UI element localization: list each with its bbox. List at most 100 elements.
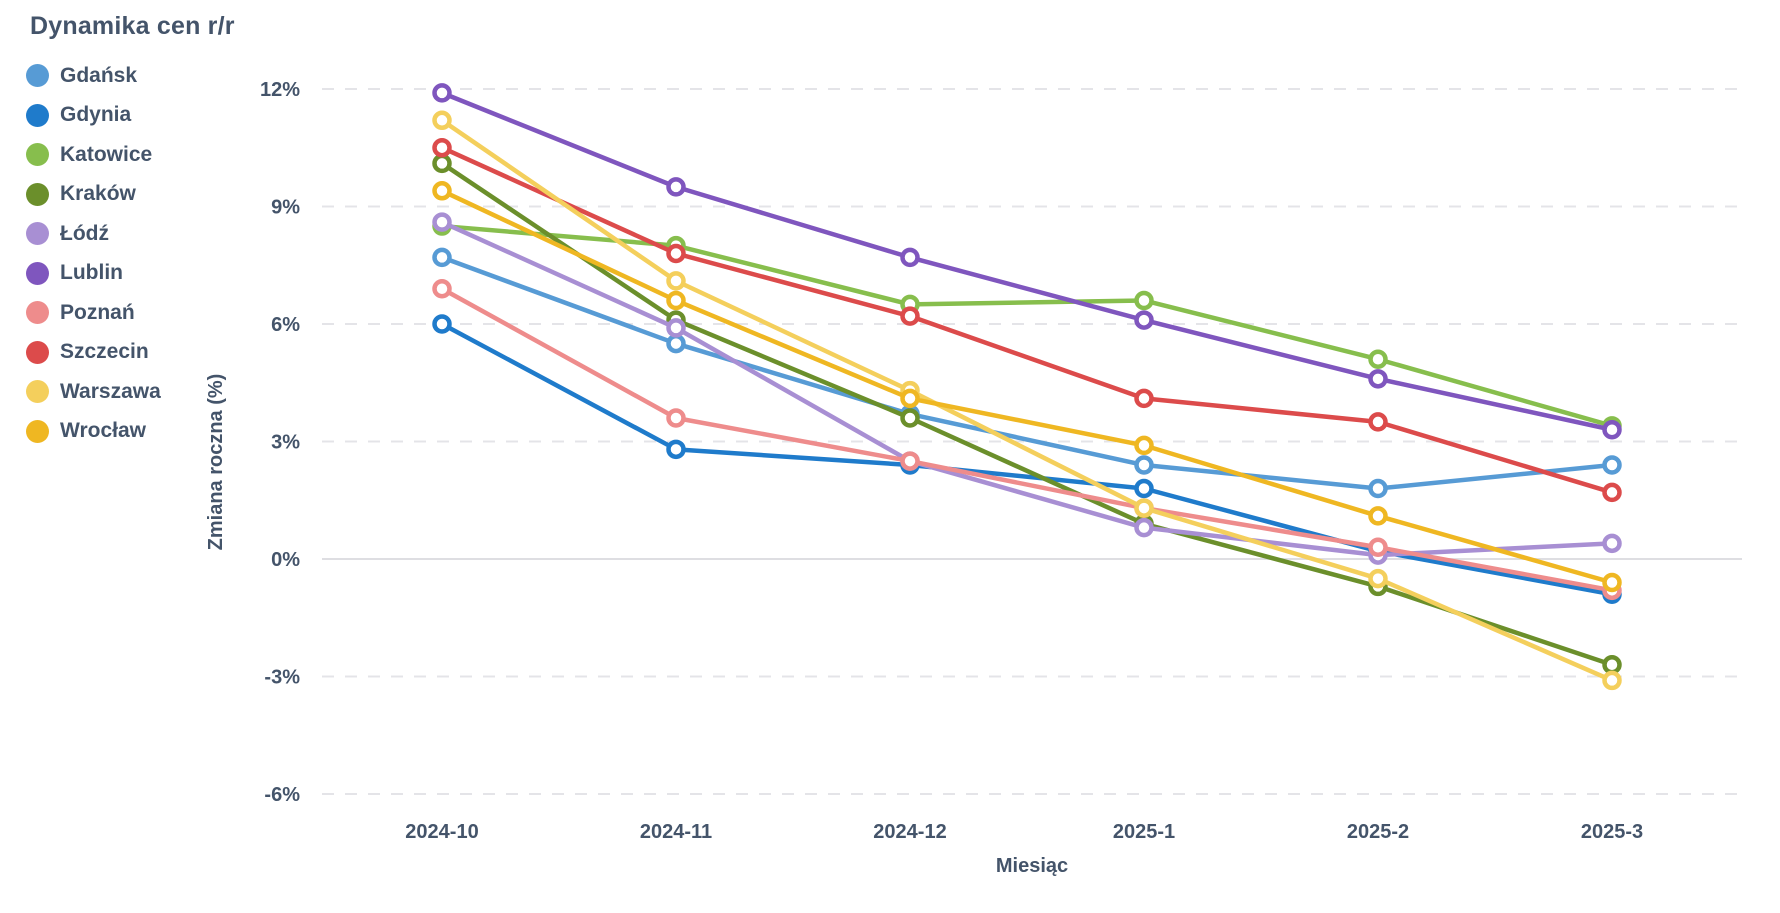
y-tick-label: 0%: [271, 549, 300, 571]
series-line-lublin: [439, 90, 1615, 432]
legend-label: Gdynia: [60, 103, 132, 127]
legend-dot-katowice: [26, 143, 49, 167]
legend-label: Poznań: [60, 300, 135, 324]
y-tick-label: 9%: [271, 196, 300, 218]
legend-label: Kraków: [60, 182, 136, 206]
data-point-lodz-2024-11: [666, 318, 686, 338]
legend-dot-wroclaw: [26, 419, 49, 443]
series-line-warszawa: [439, 118, 1615, 683]
legend-item-gdynia[interactable]: Gdynia: [26, 96, 161, 136]
chart-legend: Gdańsk Gdynia Katowice Kraków Łódź Lublin Pozn…: [26, 56, 161, 451]
series-line-poznan: [439, 286, 1615, 593]
data-point-warszawa-2024-11: [666, 271, 686, 291]
legend-item-warszawa[interactable]: Warszawa: [26, 372, 161, 412]
data-point-lublin-2025-2: [1368, 369, 1388, 389]
data-point-warszawa-2024-10: [432, 110, 452, 131]
series-line-katowice: [439, 223, 1615, 429]
legend-label: Lublin: [60, 261, 123, 285]
data-point-lublin-2024-12: [900, 247, 920, 268]
data-point-wroclaw-2024-12: [900, 388, 920, 409]
data-point-poznan-2025-2: [1368, 537, 1388, 557]
data-point-szczecin-2025-1: [1134, 388, 1154, 409]
x-axis-title: Miesiąc: [996, 855, 1068, 877]
legend-dot-poznan: [26, 301, 49, 325]
legend-dot-szczecin: [26, 340, 49, 364]
data-point-wroclaw-2025-1: [1134, 435, 1154, 456]
x-tick-label: 2025-2: [1347, 821, 1409, 843]
series-line-krakow: [439, 161, 1615, 668]
data-point-warszawa-2025-2: [1368, 568, 1388, 589]
legend-dot-warszawa: [26, 380, 49, 404]
data-point-krakow-2024-10: [432, 153, 452, 174]
y-tick-label: 6%: [271, 314, 300, 336]
series-line-gdynia: [439, 321, 1615, 597]
legend-label: Gdańsk: [60, 63, 138, 87]
legend-item-lublin[interactable]: Lublin: [26, 254, 161, 294]
data-point-szczecin-2025-2: [1368, 412, 1388, 432]
x-tick-label: 2024-11: [640, 821, 712, 843]
y-axis-title: Zmiana roczna (%): [205, 374, 227, 551]
legend-label: Szczecin: [60, 340, 149, 364]
legend-dot-krakow: [26, 182, 49, 206]
legend-item-poznan[interactable]: Poznań: [26, 293, 161, 333]
y-tick-label: -6%: [264, 784, 300, 806]
legend-dot-gdynia: [26, 103, 49, 127]
data-point-gdansk-2025-3: [1602, 455, 1622, 475]
data-point-gdansk-2024-11: [666, 333, 686, 354]
legend-item-gdansk[interactable]: Gdańsk: [26, 56, 161, 96]
data-point-szczecin-2024-10: [432, 137, 452, 158]
legend-dot-lublin: [26, 261, 49, 285]
legend-label: Wrocław: [60, 419, 146, 443]
x-tick-label: 2025-1: [1113, 821, 1175, 843]
data-point-poznan-2024-11: [666, 408, 686, 428]
data-point-gdynia-2024-11: [666, 439, 686, 460]
data-point-warszawa-2025-1: [1134, 498, 1154, 518]
data-point-wroclaw-2024-11: [666, 290, 686, 311]
data-point-gdynia-2024-10: [432, 314, 452, 334]
x-tick-label: 2024-10: [405, 821, 478, 843]
y-tick-label: -3%: [264, 667, 300, 689]
y-tick-label: 3%: [271, 431, 300, 453]
y-tick-label: 12%: [260, 79, 300, 101]
data-point-gdynia-2025-1: [1134, 478, 1154, 499]
x-tick-label: 2024-12: [873, 821, 946, 843]
data-point-szczecin-2025-3: [1602, 482, 1622, 503]
data-point-szczecin-2024-12: [900, 306, 920, 326]
data-point-wroclaw-2024-10: [432, 181, 452, 201]
data-point-poznan-2024-12: [900, 451, 920, 471]
data-point-krakow-2024-12: [900, 408, 920, 428]
data-point-lublin-2024-10: [432, 83, 452, 103]
data-point-gdansk-2025-1: [1134, 455, 1154, 475]
legend-label: Warszawa: [60, 379, 161, 403]
data-point-lodz-2025-1: [1134, 517, 1154, 538]
data-point-poznan-2024-10: [432, 278, 452, 299]
data-point-wroclaw-2025-2: [1368, 506, 1388, 526]
data-point-krakow-2025-3: [1602, 655, 1622, 675]
data-point-lublin-2025-1: [1134, 310, 1154, 330]
chart-title: Dynamika cen r/r: [30, 12, 235, 40]
data-point-lodz-2025-3: [1602, 533, 1622, 554]
data-point-wroclaw-2025-3: [1602, 572, 1622, 593]
x-tick-label: 2025-3: [1581, 821, 1643, 843]
data-point-szczecin-2024-11: [666, 243, 686, 264]
legend-dot-lodz: [26, 222, 49, 246]
legend-item-krakow[interactable]: Kraków: [26, 175, 161, 215]
data-point-gdansk-2024-10: [432, 247, 452, 268]
series-line-szczecin: [439, 145, 1615, 495]
data-point-katowice-2025-1: [1134, 290, 1154, 311]
legend-label: Łódź: [60, 221, 109, 245]
data-point-lodz-2024-10: [432, 212, 452, 232]
legend-item-lodz[interactable]: Łódź: [26, 214, 161, 254]
legend-item-katowice[interactable]: Katowice: [26, 135, 161, 175]
data-point-gdansk-2025-2: [1368, 478, 1388, 499]
data-point-warszawa-2025-3: [1602, 670, 1622, 691]
data-point-lublin-2025-3: [1602, 419, 1622, 440]
legend-dot-gdansk: [26, 64, 49, 88]
legend-item-wroclaw[interactable]: Wrocław: [26, 412, 161, 452]
legend-item-szczecin[interactable]: Szczecin: [26, 333, 161, 373]
legend-label: Katowice: [60, 142, 153, 166]
series-line-wroclaw: [439, 188, 1615, 585]
data-point-lublin-2024-11: [666, 177, 686, 197]
